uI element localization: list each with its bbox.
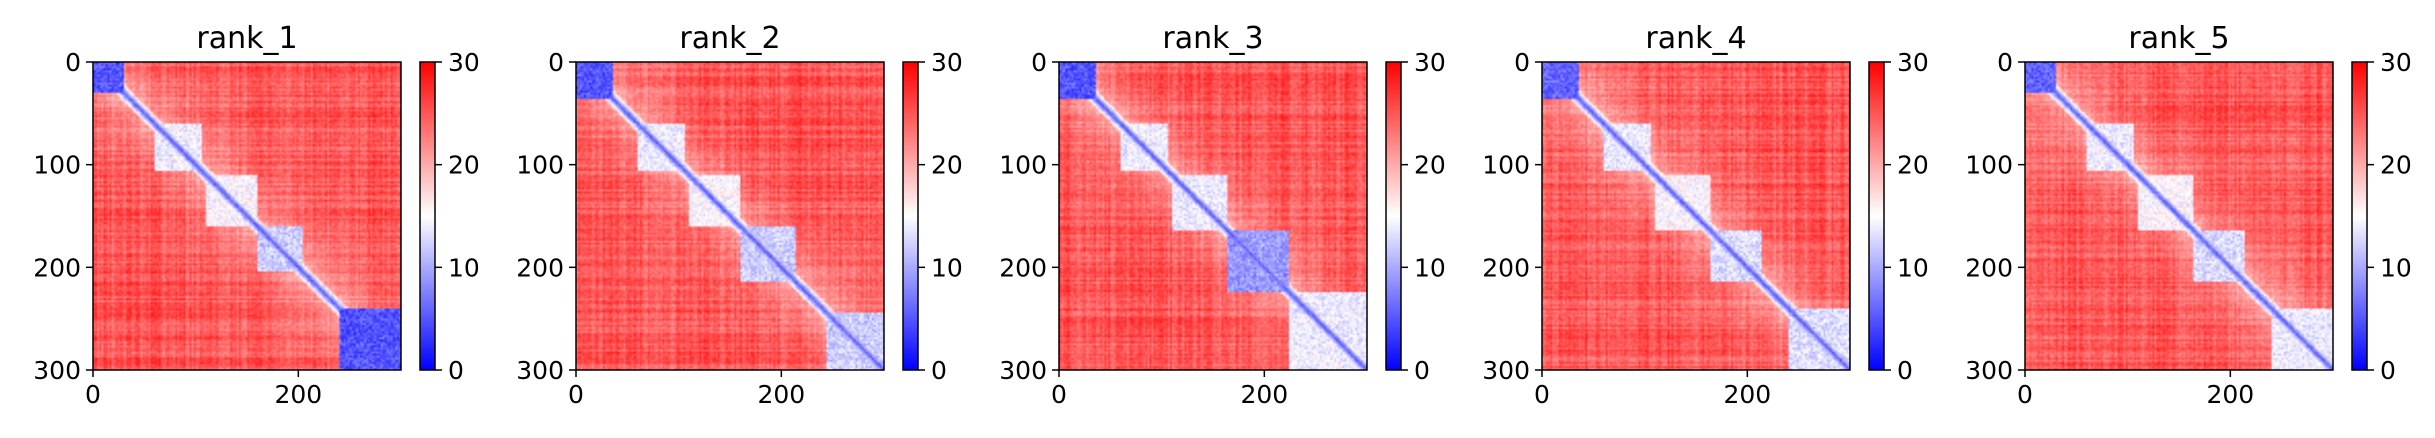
colorbar-frame bbox=[1385, 61, 1402, 371]
y-tick-label: 200 bbox=[1482, 253, 1530, 282]
plot-frame bbox=[92, 61, 402, 371]
y-tick-label: 100 bbox=[1482, 151, 1530, 180]
colorbar-tick-label: 0 bbox=[1897, 356, 1913, 385]
colorbar-tick-label: 20 bbox=[1897, 151, 1929, 180]
chart-title: rank_1 bbox=[196, 21, 297, 56]
plot-frame bbox=[1541, 61, 1851, 371]
y-tick-label: 300 bbox=[1965, 356, 2013, 385]
colorbar bbox=[1869, 62, 1884, 370]
y-tick-label: 100 bbox=[999, 151, 1047, 180]
y-tick-label: 300 bbox=[33, 356, 81, 385]
colorbar-tick-label: 0 bbox=[931, 356, 947, 385]
colorbar-tick-label: 10 bbox=[931, 253, 963, 282]
colorbar-frame bbox=[2351, 61, 2368, 371]
colorbar-tick-label: 20 bbox=[1414, 151, 1446, 180]
colorbar-tick-label: 30 bbox=[931, 48, 963, 77]
colorbar-tick-label: 20 bbox=[931, 151, 963, 180]
y-tick-label: 0 bbox=[1997, 48, 2013, 77]
y-tick-label: 200 bbox=[33, 253, 81, 282]
heatmap-image bbox=[93, 62, 401, 370]
plot-frame bbox=[2024, 61, 2334, 371]
colorbar-tick-label: 30 bbox=[2380, 48, 2412, 77]
y-tick-label: 200 bbox=[516, 253, 564, 282]
colorbar bbox=[903, 62, 918, 370]
chart-title: rank_2 bbox=[679, 21, 780, 56]
colorbar-frame bbox=[1868, 61, 1885, 371]
colorbar bbox=[1386, 62, 1401, 370]
y-tick-label: 200 bbox=[1965, 253, 2013, 282]
colorbar-tick-label: 10 bbox=[1897, 253, 1929, 282]
x-tick-label: 0 bbox=[2017, 380, 2033, 409]
y-tick-label: 300 bbox=[999, 356, 1047, 385]
x-tick-label: 200 bbox=[2206, 380, 2254, 409]
x-tick-label: 0 bbox=[1534, 380, 1550, 409]
colorbar-tick-label: 20 bbox=[2380, 151, 2412, 180]
y-tick-label: 300 bbox=[1482, 356, 1530, 385]
x-tick-label: 0 bbox=[1051, 380, 1067, 409]
colorbar-tick-label: 30 bbox=[1414, 48, 1446, 77]
colorbar-frame bbox=[419, 61, 436, 371]
x-tick-label: 200 bbox=[1240, 380, 1288, 409]
colorbar bbox=[420, 62, 435, 370]
colorbar-tick-label: 30 bbox=[1897, 48, 1929, 77]
chart-title: rank_3 bbox=[1162, 21, 1263, 56]
y-tick-label: 0 bbox=[1514, 48, 1530, 77]
x-tick-label: 200 bbox=[274, 380, 322, 409]
colorbar-tick-label: 10 bbox=[1414, 253, 1446, 282]
x-tick-label: 200 bbox=[1723, 380, 1771, 409]
colorbar-tick-label: 10 bbox=[448, 253, 480, 282]
colorbar-frame bbox=[902, 61, 919, 371]
heatmap-image bbox=[1542, 62, 1850, 370]
colorbar-tick-label: 0 bbox=[448, 356, 464, 385]
x-tick-label: 0 bbox=[568, 380, 584, 409]
colorbar-tick-label: 20 bbox=[448, 151, 480, 180]
colorbar-tick-label: 30 bbox=[448, 48, 480, 77]
colorbar bbox=[2352, 62, 2367, 370]
y-tick-label: 0 bbox=[65, 48, 81, 77]
y-tick-label: 0 bbox=[548, 48, 564, 77]
chart-title: rank_4 bbox=[1645, 21, 1746, 56]
y-tick-label: 100 bbox=[33, 151, 81, 180]
colorbar-tick-label: 0 bbox=[2380, 356, 2396, 385]
y-tick-label: 300 bbox=[516, 356, 564, 385]
heatmap-image bbox=[1059, 62, 1367, 370]
y-tick-label: 100 bbox=[1965, 151, 2013, 180]
chart-title: rank_5 bbox=[2128, 21, 2229, 56]
colorbar-tick-label: 10 bbox=[2380, 253, 2412, 282]
x-tick-label: 200 bbox=[757, 380, 805, 409]
y-tick-label: 100 bbox=[516, 151, 564, 180]
plot-frame bbox=[1058, 61, 1368, 371]
y-tick-label: 200 bbox=[999, 253, 1047, 282]
y-tick-label: 0 bbox=[1031, 48, 1047, 77]
x-tick-label: 0 bbox=[85, 380, 101, 409]
colorbar-tick-label: 0 bbox=[1414, 356, 1430, 385]
heatmap-image bbox=[576, 62, 884, 370]
heatmap-image bbox=[2025, 62, 2333, 370]
plot-frame bbox=[575, 61, 885, 371]
